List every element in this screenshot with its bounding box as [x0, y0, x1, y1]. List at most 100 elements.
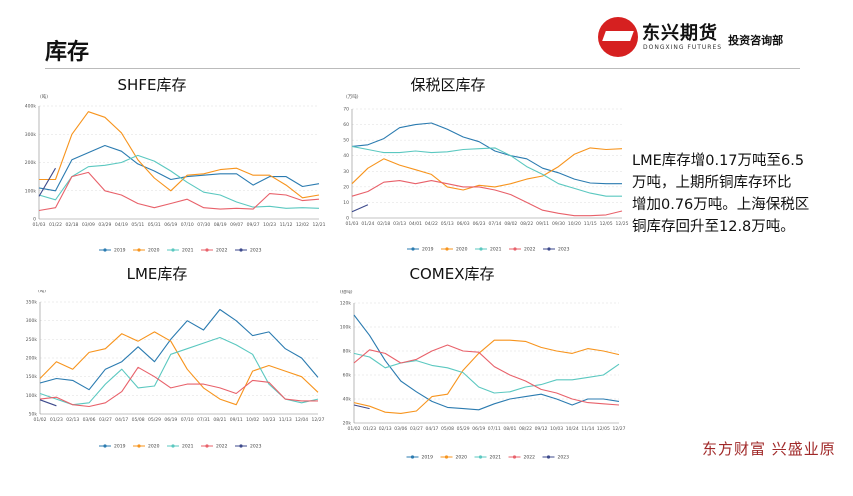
commentary: LME库存增0.17万吨至6.5 万吨，上期所铜库存环比 增加0.76万吨。上海…	[632, 150, 809, 238]
x-tick-label: 06/19	[164, 222, 177, 228]
chart-shfe: (吨) 0 100k 200k 300k 400k 01/03 01/22 02/18 03/09…	[25, 93, 326, 254]
commentary-line: LME库存增0.17万吨至6.5	[632, 153, 805, 169]
y-tick-label: 10	[343, 200, 349, 206]
y-tick-label: 80k	[343, 349, 352, 355]
x-tick-label: 06/19	[164, 417, 177, 423]
x-tick-label: 12/27	[613, 426, 626, 432]
x-tick-label: 10/20	[568, 221, 581, 227]
x-tick-label: 04/17	[115, 417, 128, 423]
x-tick-label: 08/22	[520, 221, 533, 227]
legend-label-2023: 2023	[250, 248, 262, 254]
x-tick-label: 08/19	[214, 222, 227, 228]
x-tick-label: 05/08	[441, 426, 454, 432]
legend-marker-2023	[239, 444, 243, 448]
legend-label-2019: 2019	[114, 248, 126, 254]
y-tick-label: 20k	[343, 421, 352, 427]
y-tick-label: 20	[343, 184, 349, 190]
x-tick-label: 01/02	[34, 417, 47, 423]
x-tick-label: 08/02	[504, 221, 517, 227]
y-tick-label: 60k	[343, 373, 352, 379]
y-tick-label: 350k	[26, 300, 38, 306]
legend-marker-2019	[103, 248, 107, 252]
legend-marker-2021	[478, 455, 483, 459]
series-line-2022	[353, 344, 620, 406]
x-tick-label: 07/30	[197, 222, 210, 228]
legend-label-2022: 2022	[216, 248, 228, 254]
y-tick-label: 300k	[26, 318, 38, 324]
legend-marker-2023	[546, 455, 551, 459]
x-tick-label: 03/27	[410, 426, 423, 432]
x-tick-label: 08/22	[519, 426, 532, 432]
legend-label-2022: 2022	[524, 247, 536, 253]
x-tick-label: 03/06	[394, 426, 407, 432]
x-tick-label: 08/21	[213, 417, 226, 423]
x-tick-label: 10/24	[566, 426, 579, 432]
x-tick-label: 01/23	[363, 426, 376, 432]
legend-marker-2020	[137, 248, 141, 252]
x-tick-label: 01/02	[348, 426, 361, 432]
x-tick-label: 10/23	[263, 222, 276, 228]
legend-marker-2022	[512, 455, 517, 459]
commentary-line: 万吨，上期所铜库存环比	[632, 175, 792, 191]
x-tick-label: 06/23	[473, 221, 486, 227]
series-line-2023	[353, 404, 370, 410]
x-tick-label: 01/03	[346, 221, 359, 227]
x-tick-label: 11/13	[279, 417, 292, 423]
unit-label: (短吨)	[340, 290, 353, 295]
commentary-line: 铜库存回升至12.8万吨。	[632, 219, 795, 235]
legend-marker-2022	[205, 248, 209, 252]
x-tick-label: 11/15	[584, 221, 597, 227]
chart-title-shfe: SHFE库存	[117, 76, 187, 94]
legend-label-2019: 2019	[114, 444, 126, 450]
legend-marker-2021	[479, 247, 483, 251]
y-tick-label: 250k	[26, 337, 38, 343]
x-tick-label: 09/27	[247, 222, 260, 228]
legend-label-2020: 2020	[148, 444, 160, 450]
legend-marker-2021	[171, 444, 175, 448]
series-line-2019	[39, 308, 319, 391]
logo-english: DONGXING FUTURES	[643, 43, 723, 51]
unit-label: (万吨)	[346, 93, 359, 100]
x-tick-label: 07/11	[488, 426, 501, 432]
x-tick-label: 03/13	[393, 221, 406, 227]
x-tick-label: 07/14	[488, 221, 501, 227]
x-tick-label: 07/10	[181, 222, 194, 228]
y-tick-label: 150k	[26, 374, 38, 380]
x-tick-label: 05/08	[132, 417, 145, 423]
x-tick-label: 06/03	[457, 221, 470, 227]
series-line-2020	[39, 111, 320, 199]
y-tick-label: 70	[343, 107, 349, 113]
company-logo: 东兴期货 DONGXING FUTURES 投资咨询部	[598, 17, 783, 57]
legend-label-2020: 2020	[456, 247, 468, 253]
y-tick-label: 50	[343, 138, 349, 144]
x-tick-label: 10/03	[550, 426, 563, 432]
y-tick-label: 200k	[25, 160, 37, 166]
y-tick-label: 0	[33, 217, 36, 223]
legend-label-2021: 2021	[182, 444, 194, 450]
y-tick-label: 50k	[29, 412, 38, 418]
y-tick-label: 40k	[343, 397, 352, 403]
y-tick-label: 30	[343, 169, 349, 175]
series-line-2019	[353, 314, 620, 411]
x-tick-label: 11/14	[581, 426, 594, 432]
x-tick-label: 01/24	[361, 221, 374, 227]
legend-label-2021: 2021	[182, 248, 194, 254]
legend-marker-2020	[445, 247, 449, 251]
x-tick-label: 04/19	[115, 222, 128, 228]
department-label: 投资咨询部	[728, 34, 784, 47]
series-line-2023	[39, 399, 57, 407]
series-line-2019	[38, 144, 320, 192]
x-tick-label: 12/27	[312, 417, 325, 423]
x-tick-label: 03/29	[98, 222, 111, 228]
x-tick-label: 04/17	[425, 426, 438, 432]
series-line-2023	[38, 167, 56, 197]
x-tick-label: 12/05	[597, 426, 610, 432]
legend-label-2019: 2019	[422, 455, 434, 461]
x-tick-label: 09/11	[536, 221, 549, 227]
legend-marker-2022	[513, 247, 517, 251]
x-tick-label: 05/29	[148, 417, 161, 423]
legend-marker-2023	[239, 248, 243, 252]
x-tick-label: 03/06	[83, 417, 96, 423]
y-tick-label: 300k	[25, 132, 37, 138]
